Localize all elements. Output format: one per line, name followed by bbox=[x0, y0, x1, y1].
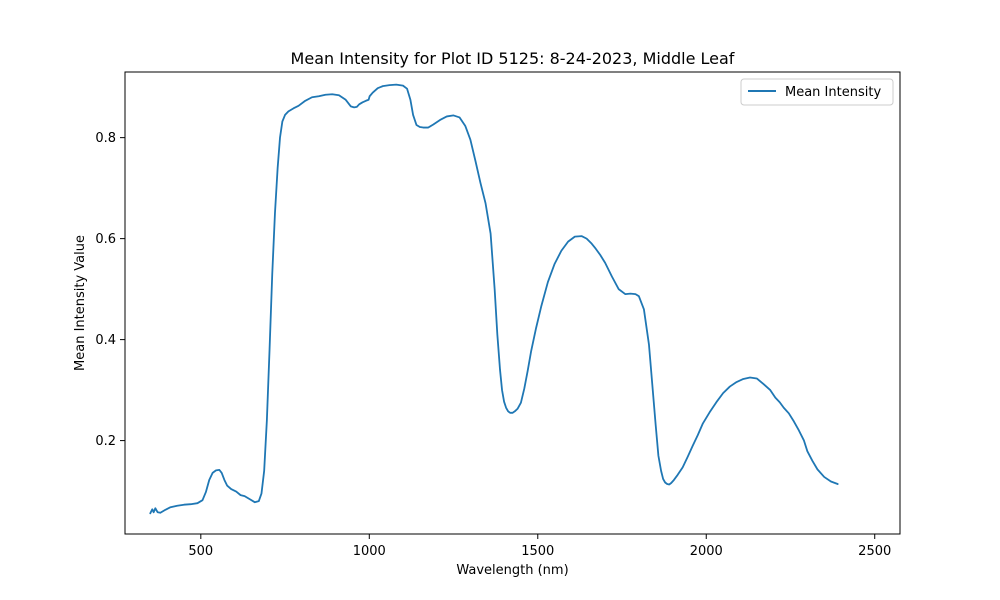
chart-title: Mean Intensity for Plot ID 5125: 8-24-20… bbox=[291, 49, 735, 68]
x-tick-label: 2500 bbox=[858, 544, 891, 559]
x-tick-label: 2000 bbox=[690, 544, 723, 559]
y-axis-ticks: 0.2 0.4 0.6 0.8 bbox=[95, 131, 125, 449]
legend-label: Mean Intensity bbox=[785, 85, 881, 100]
y-tick-label: 0.4 bbox=[95, 333, 116, 348]
legend: Mean Intensity bbox=[741, 79, 893, 105]
x-axis-ticks: 500 1000 1500 2000 2500 bbox=[188, 534, 891, 559]
y-tick-label: 0.8 bbox=[95, 131, 116, 146]
x-tick-label: 500 bbox=[188, 544, 213, 559]
x-tick-label: 1500 bbox=[521, 544, 554, 559]
y-axis-label: Mean Intensity Value bbox=[73, 235, 88, 371]
y-tick-label: 0.6 bbox=[95, 232, 116, 247]
x-tick-label: 1000 bbox=[353, 544, 386, 559]
y-tick-label: 0.2 bbox=[95, 434, 116, 449]
plot-background bbox=[125, 72, 900, 534]
x-axis-label: Wavelength (nm) bbox=[456, 563, 568, 578]
